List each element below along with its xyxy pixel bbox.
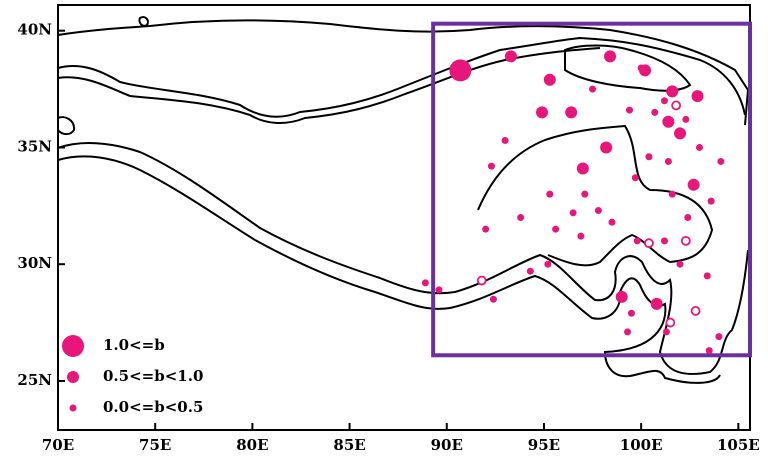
station-point <box>668 190 676 198</box>
contour-line <box>477 124 714 267</box>
station-point <box>577 232 585 240</box>
contour-line <box>564 44 692 92</box>
legend-marker <box>62 335 84 357</box>
y-tick-label: 25N <box>17 371 52 389</box>
legend-label: 0.0<=b<0.5 <box>103 398 203 416</box>
y-tick-label: 35N <box>17 137 52 155</box>
station-point <box>715 333 723 341</box>
station-point <box>645 153 653 161</box>
station-point <box>501 136 509 144</box>
station-point <box>604 50 617 63</box>
station-point <box>707 197 715 205</box>
station-point <box>671 100 682 111</box>
contour-line <box>57 16 149 136</box>
station-point <box>487 162 495 170</box>
station-point <box>665 317 676 328</box>
contour-line <box>57 155 721 384</box>
station-point <box>662 115 675 128</box>
station-point <box>705 347 713 355</box>
station-point <box>615 290 628 303</box>
station-point <box>624 328 632 336</box>
station-point <box>482 225 490 233</box>
station-point <box>660 237 668 245</box>
station-point <box>517 214 525 221</box>
station-point <box>608 218 616 226</box>
legend-label: 1.0<=b <box>103 336 165 354</box>
station-point <box>576 162 589 175</box>
station-point <box>565 106 578 119</box>
station-point <box>435 286 443 294</box>
station-point <box>691 90 704 103</box>
station-point <box>680 235 691 246</box>
station-point <box>489 295 497 303</box>
x-tick-label: 100E <box>620 436 663 454</box>
station-point <box>631 174 639 182</box>
legend-marker <box>69 404 77 412</box>
station-point <box>660 97 668 105</box>
station-point <box>625 106 633 114</box>
contour-line <box>57 47 601 124</box>
station-point <box>633 237 641 245</box>
station-point <box>544 260 552 268</box>
station-point <box>637 64 645 72</box>
station-point <box>682 115 690 123</box>
contours <box>57 16 750 384</box>
x-tick-label: 90E <box>431 436 463 454</box>
legend-label: 0.5<=b<1.0 <box>103 367 203 385</box>
station-point <box>674 127 687 140</box>
station-point <box>684 214 692 221</box>
legend-marker <box>67 371 79 383</box>
x-tick-label: 75E <box>139 436 171 454</box>
station-point <box>536 106 549 119</box>
contour-line <box>57 19 750 126</box>
x-tick-label: 85E <box>333 436 365 454</box>
station-point <box>676 260 684 268</box>
study-region <box>431 21 752 358</box>
contour-line <box>57 36 746 118</box>
station-point <box>589 85 597 93</box>
station-point <box>569 209 577 217</box>
station-point <box>662 328 670 336</box>
station-point <box>594 206 602 214</box>
x-tick-label: 95E <box>528 436 560 454</box>
station-point <box>717 157 725 165</box>
station-point <box>651 108 659 116</box>
station-point <box>421 279 429 287</box>
station-point <box>664 157 672 165</box>
station-point <box>703 272 711 280</box>
y-tick-label: 30N <box>17 254 52 272</box>
station-point <box>600 141 613 154</box>
station-point <box>526 267 534 275</box>
station-point <box>552 225 560 233</box>
x-tick-label: 80E <box>236 436 268 454</box>
station-point <box>650 297 663 310</box>
contour-line <box>57 142 749 375</box>
x-tick-label: 105E <box>717 436 760 454</box>
x-tick-label: 70E <box>42 436 74 454</box>
station-point <box>476 275 487 286</box>
station-point <box>644 238 654 249</box>
station-point <box>504 50 517 63</box>
station-point <box>666 85 679 98</box>
station-point <box>581 190 589 198</box>
station-point <box>690 306 701 316</box>
station-point <box>449 59 472 82</box>
station-point <box>695 143 703 151</box>
station-point <box>546 190 554 198</box>
station-point <box>627 309 635 317</box>
y-tick-label: 40N <box>17 21 52 39</box>
station-point <box>543 73 556 86</box>
station-point <box>687 178 700 191</box>
